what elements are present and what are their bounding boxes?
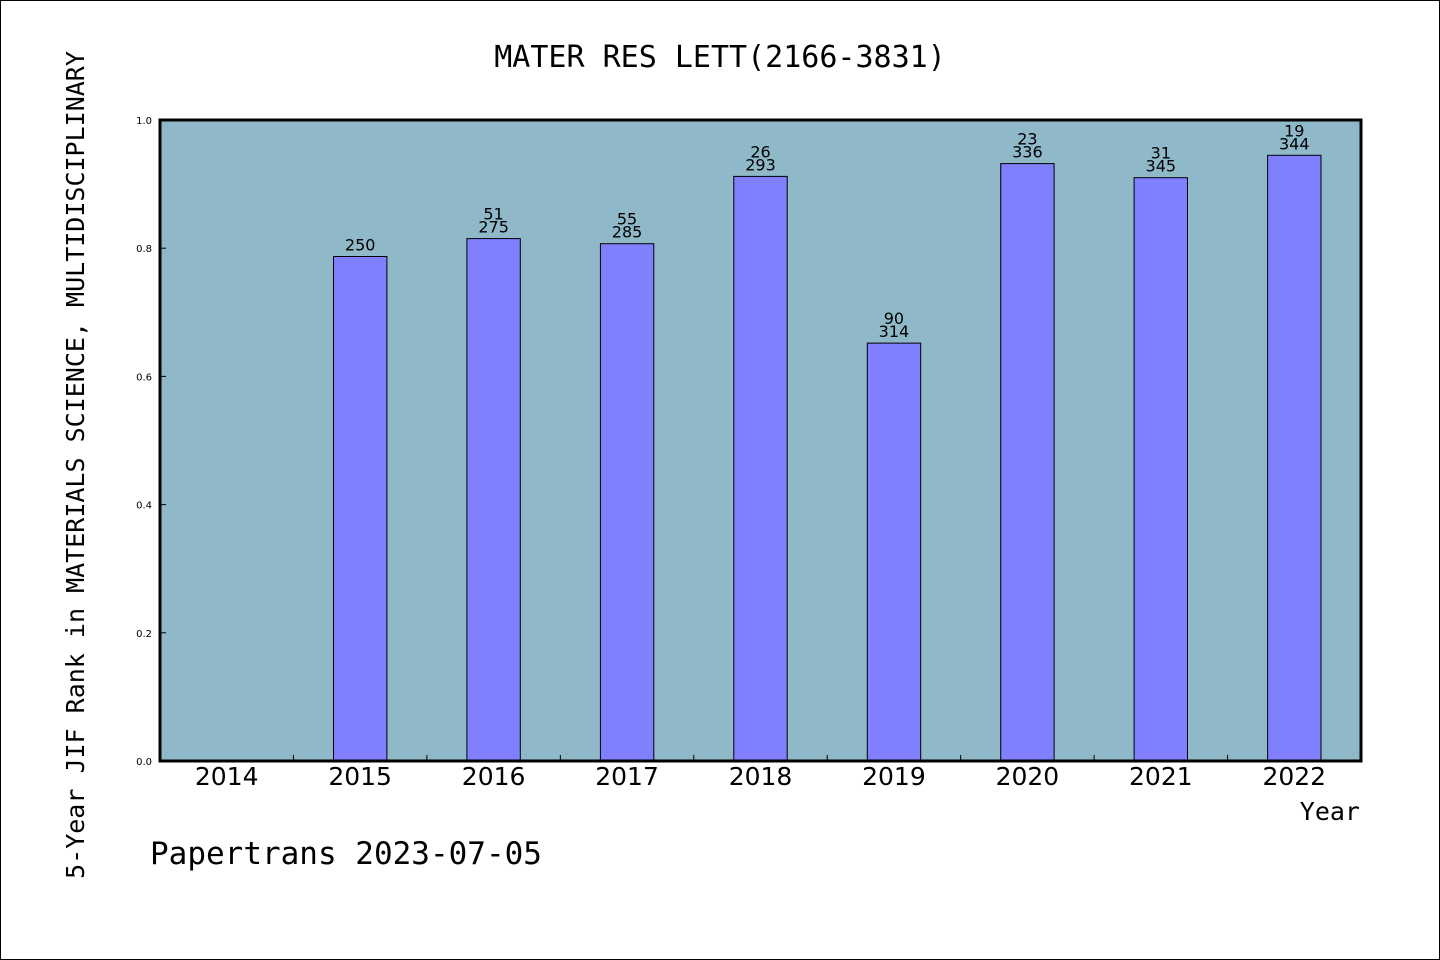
x-tick-label-2014: 2014 bbox=[195, 762, 259, 791]
total-label-2019: 314 bbox=[879, 322, 910, 341]
x-tick-label-2019: 2019 bbox=[862, 762, 926, 791]
rank-label-2022: 19 bbox=[1284, 121, 1304, 140]
total-label-2015: 250 bbox=[345, 236, 376, 255]
y-tick-label-0.8: 0.8 bbox=[136, 244, 152, 255]
x-tick-label-2018: 2018 bbox=[729, 762, 793, 791]
y-tick-label-0.2: 0.2 bbox=[136, 629, 152, 640]
x-axis-label: Year bbox=[1300, 797, 1360, 826]
rank-label-2020: 23 bbox=[1017, 130, 1037, 149]
total-label-2017: 285 bbox=[612, 223, 643, 242]
y-tick-label-1.0: 1.0 bbox=[136, 116, 152, 127]
bar-2021 bbox=[1133, 177, 1188, 762]
rank-label-2021: 31 bbox=[1151, 144, 1171, 163]
bar-2020 bbox=[1000, 163, 1055, 762]
bar-2019 bbox=[866, 342, 922, 762]
plot-border bbox=[158, 118, 1363, 763]
x-tick-label-2016: 2016 bbox=[462, 762, 526, 791]
bars-layer bbox=[333, 154, 1322, 762]
x-tick-label-2020: 2020 bbox=[996, 762, 1060, 791]
total-label-2021: 345 bbox=[1146, 157, 1177, 176]
x-axis: 2014 2015 2016 2017 2018 2019 2020 2021 2022 bbox=[195, 755, 1326, 791]
bar-2017 bbox=[599, 243, 655, 762]
bar-2022 bbox=[1267, 154, 1322, 762]
total-label-2016: 275 bbox=[478, 218, 509, 237]
rank-label-2018: 26 bbox=[750, 142, 770, 161]
x-tick-label-2015: 2015 bbox=[328, 762, 392, 791]
bar-2016 bbox=[466, 238, 521, 762]
total-label-2020: 336 bbox=[1012, 143, 1043, 162]
rank-label-2019: 90 bbox=[884, 309, 904, 328]
rank-label-2016: 51 bbox=[483, 205, 503, 224]
bar-2015 bbox=[333, 256, 388, 762]
y-tick-label-0.6: 0.6 bbox=[136, 372, 152, 383]
x-tick-label-2021: 2021 bbox=[1129, 762, 1193, 791]
x-tick-label-2017: 2017 bbox=[595, 762, 659, 791]
total-label-2022: 344 bbox=[1279, 134, 1310, 153]
bar-2018 bbox=[733, 175, 788, 762]
total-label-2018: 293 bbox=[745, 155, 776, 174]
y-tick-label-0.0: 0.0 bbox=[136, 757, 152, 768]
y-tick-label-0.4: 0.4 bbox=[136, 501, 152, 512]
footer-text: Papertrans 2023-07-05 bbox=[150, 836, 542, 872]
chart-title: MATER RES LETT(2166-3831) bbox=[494, 40, 946, 75]
y-axis-label: 5-Year JIF Rank in MATERIALS SCIENCE, MU… bbox=[61, 51, 90, 879]
rank-label-2017: 55 bbox=[617, 210, 637, 229]
x-tick-label-2022: 2022 bbox=[1262, 762, 1326, 791]
